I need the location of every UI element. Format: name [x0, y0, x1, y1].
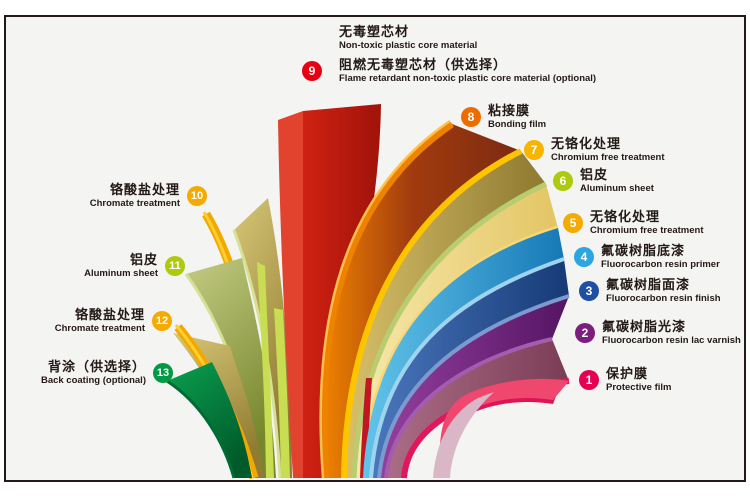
band-khaki-upper-left — [234, 198, 292, 478]
band-2-rim — [384, 337, 553, 479]
label-zh: 铬酸盐处理 — [109, 182, 180, 197]
step-badge-10: 10 — [187, 186, 207, 206]
label-zh: 铝皮 — [580, 167, 609, 182]
core-label-zh: 无毒塑芯材 — [339, 24, 410, 39]
label-en: Chromium free treatment — [590, 224, 704, 236]
band-13-edge — [166, 379, 236, 479]
core-label-block: 无毒塑芯材 Non-toxic plastic core material 9 … — [302, 24, 596, 85]
label-zh: 氟碳树脂底漆 — [601, 243, 686, 258]
band-1-underside — [386, 339, 569, 478]
band-11-aluminum-sheet — [186, 258, 276, 478]
stem-lightgreen-a — [257, 262, 274, 478]
label-8-bonding-film: 8 粘接膜 Bonding film — [461, 103, 546, 130]
band-5-chromium-free — [354, 184, 558, 478]
label-11-aluminum-sheet: 铝皮 Aluminum sheet 11 — [84, 252, 185, 279]
core-label: 无毒塑芯材 Non-toxic plastic core material — [339, 24, 596, 51]
label-zh: 粘接膜 — [488, 103, 531, 118]
band-7-chromium-free — [341, 148, 523, 479]
label-1-protective-film: 1 保护膜 Protective film — [579, 366, 671, 393]
step-badge-7: 7 — [524, 140, 544, 160]
label-13-back-coating: 背涂（供选择） Back coating (optional) 13 — [41, 359, 173, 386]
label-4-fluorocarbon-primer: 4 氟碳树脂底漆 Fluorocarbon resin primer — [574, 243, 720, 270]
step-badge-1: 1 — [579, 370, 599, 390]
step-badge-13: 13 — [153, 363, 173, 383]
label-5-chromium-free: 5 无铬化处理 Chromium free treatment — [563, 209, 704, 236]
band-6-aluminum-sheet — [344, 151, 546, 478]
step-badge-3: 3 — [579, 281, 599, 301]
label-en: Back coating (optional) — [40, 374, 146, 386]
band-8-rim — [320, 121, 454, 479]
band-13-back-coating — [167, 362, 252, 478]
label-en: Bonding film — [488, 118, 547, 130]
label-zh: 铬酸盐处理 — [74, 307, 145, 322]
step-badge-12: 12 — [152, 311, 172, 331]
label-12-chromate-treatment: 铬酸盐处理 Chromate treatment 12 — [55, 307, 172, 334]
band-2-fluorocarbon-lac — [379, 296, 569, 478]
step-badge-8: 8 — [461, 107, 481, 127]
label-en: Aluminum sheet — [84, 267, 158, 279]
step-badge-5: 5 — [563, 213, 583, 233]
step-badge-4: 4 — [574, 247, 594, 267]
stem-lightgreen-b — [274, 308, 290, 478]
label-en: Chromium free treatment — [551, 151, 665, 163]
band-8-rim-highlight — [319, 119, 451, 479]
label-en: Fluorocarbon resin finish — [606, 292, 721, 304]
stem-lightpink-outer — [433, 392, 494, 478]
label-zh: 氟碳树脂光漆 — [602, 319, 687, 334]
core-optional-en: Flame retardant non-toxic plastic core m… — [339, 73, 597, 85]
band-3-rim — [377, 294, 570, 479]
band-4-rim — [369, 257, 565, 479]
band-4-fluorocarbon-primer — [363, 228, 564, 478]
label-en: Aluminum sheet — [580, 182, 654, 194]
label-zh: 背涂（供选择） — [47, 359, 146, 374]
label-zh: 无铬化处理 — [590, 209, 661, 224]
label-3-fluorocarbon-finish: 3 氟碳树脂面漆 Fluorocarbon resin finish — [579, 277, 721, 304]
step-badge-2: 2 — [575, 323, 595, 343]
stem-darkred-thin — [360, 378, 372, 478]
label-2-fluorocarbon-lac: 2 氟碳树脂光漆 Fluorocarbon resin lac varnish — [575, 319, 741, 346]
band-1-protective-film-blade — [440, 378, 569, 452]
step-badge-9: 9 — [302, 61, 322, 82]
core-slab-side-face — [278, 111, 303, 478]
label-6-aluminum-sheet: 6 铝皮 Aluminum sheet — [553, 167, 654, 194]
label-10-chromate-treatment: 铬酸盐处理 Chromate treatment 10 — [90, 182, 207, 209]
label-zh: 保护膜 — [606, 366, 649, 381]
label-en: Protective film — [606, 381, 672, 393]
label-zh: 氟碳树脂面漆 — [606, 277, 691, 292]
core-optional-zh: 阻燃无毒塑芯材（供选择） — [339, 57, 508, 73]
step-badge-6: 6 — [553, 171, 573, 191]
label-en: Fluorocarbon resin lac varnish — [602, 334, 741, 346]
label-zh: 铝皮 — [129, 252, 158, 267]
label-en: Chromate treatment — [89, 197, 180, 209]
label-en: Chromate treatment — [54, 322, 145, 334]
core-label-en: Non-toxic plastic core material — [339, 39, 478, 51]
label-zh: 无铬化处理 — [551, 136, 622, 151]
band-6-rim-sage — [351, 181, 548, 479]
step-badge-11: 11 — [165, 256, 185, 276]
core-optional-label: 9 阻燃无毒塑芯材（供选择） Flame retardant non-toxic… — [302, 57, 596, 84]
label-7-chromium-free: 7 无铬化处理 Chromium free treatment — [524, 136, 665, 163]
label-en: Fluorocarbon resin primer — [601, 258, 720, 270]
